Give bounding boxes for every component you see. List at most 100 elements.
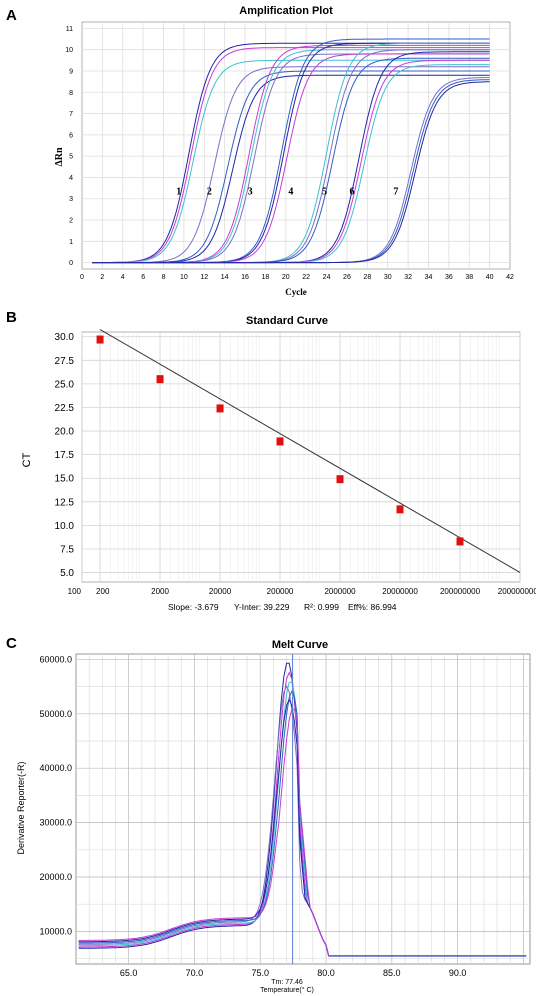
panel-b: B Standard Curve 100 200 2000 20000 200000 20… (6, 309, 536, 612)
standard-curve-point (336, 475, 344, 484)
panel-a-x-tick-label: 26 (343, 274, 351, 281)
panel-b-points (96, 335, 464, 546)
panel-b-y-tick-label: 22.5 (55, 403, 75, 414)
panel-c-y-tick-label: 50000.0 (39, 709, 72, 719)
panel-c-y-tick-label: 30000.0 (39, 818, 72, 828)
panel-c-x-ticks: 65.0 70.0 75.0 80.0 85.0 90.0 (120, 968, 467, 978)
panel-a-x-tick-label: 4 (121, 274, 125, 281)
panel-b-y-tick-label: 30.0 (55, 332, 75, 343)
panel-a-y-tick-label: 6 (69, 132, 73, 139)
panel-a-y-tick-label: 7 (69, 111, 73, 118)
panel-a-x-tick-label: 14 (221, 274, 229, 281)
curve-label-2: 2 (207, 186, 212, 197)
panel-b-y-tick-label: 25.0 (55, 379, 75, 390)
panel-a-x-tick-label: 6 (141, 274, 145, 281)
curve-label-7: 7 (393, 186, 398, 197)
panel-b-x-tick-label: 100 (68, 587, 82, 596)
panel-c-plot-area (75, 653, 531, 965)
panel-b-x-ticks: 100 200 2000 20000 200000 2000000 20000000 2000… (68, 587, 536, 596)
panel-c-x-tick-label: 75.0 (251, 968, 269, 978)
panel-a-x-tick-label: 22 (302, 274, 310, 281)
panel-a-y-tick-label: 11 (66, 26, 73, 33)
panel-b-y-tick-label: 10.0 (55, 521, 75, 532)
panel-a-curve-labels: 1 2 3 4 5 6 7 (176, 186, 398, 197)
panel-b-y-tick-label: 12.5 (55, 497, 75, 508)
panel-a-y-tick-label: 2 (69, 218, 73, 225)
panel-b-plot-area (81, 331, 521, 583)
panel-a-x-tick-label: 28 (363, 274, 371, 281)
panel-a-x-tick-label: 30 (384, 274, 392, 281)
panel-c-y-tick-label: 40000.0 (39, 763, 72, 773)
panel-c-x-tick-label: 65.0 (120, 968, 138, 978)
panel-b-x-tick-label: 200000000 (440, 587, 481, 596)
panel-a-gridlines (82, 22, 510, 269)
panel-b-y-label: CT (21, 452, 33, 467)
panel-c-tm-label: Tm: 77.46 (271, 979, 303, 986)
standard-curve-point (456, 537, 464, 546)
panel-a-letter: A (6, 7, 17, 24)
panel-b-efficiency: Eff%: 86.994 (348, 602, 397, 612)
panel-b-x-tick-label: 200 (96, 587, 110, 596)
panel-b-letter: B (6, 309, 17, 326)
curve-label-4: 4 (288, 186, 293, 197)
panel-a: A Amplification Plot 0 2 4 6 8 10 12 14 16 18 20 22… (6, 5, 514, 297)
panel-b-y-ticks: 5.0 7.5 10.0 12.5 15.0 17.5 20.0 22.5 25.0 27.5 30… (55, 332, 75, 579)
melt-curve (78, 708, 527, 956)
panel-a-curves (92, 38, 490, 264)
panel-c-y-tick-label: 60000.0 (39, 654, 72, 664)
panel-a-x-tick-label: 42 (506, 274, 514, 281)
panel-a-x-tick-label: 12 (200, 274, 208, 281)
panel-a-title: Amplification Plot (239, 5, 333, 17)
panel-c-y-ticks: 10000.0 20000.0 30000.0 40000.0 50000.0 60000… (39, 654, 72, 936)
panel-a-y-tick-label: 0 (69, 260, 73, 267)
panel-b-y-tick-label: 27.5 (55, 356, 75, 367)
panel-a-x-tick-label: 16 (241, 274, 249, 281)
curve-label-3: 3 (248, 186, 253, 197)
panel-a-plot-area (81, 21, 511, 270)
panel-a-x-tick-label: 2 (100, 274, 104, 281)
standard-curve-point (396, 505, 404, 514)
panel-a-y-ticks: 0 1 2 3 4 5 6 7 8 9 10 11 (65, 26, 73, 267)
standard-curve-point (156, 375, 164, 384)
panel-b-y-intercept: Y-Inter: 39.229 (234, 602, 290, 612)
panel-a-y-tick-label: 5 (69, 154, 73, 161)
panel-b-x-tick-label: 2000000 (324, 587, 356, 596)
panel-a-x-tick-label: 18 (262, 274, 270, 281)
panel-c-x-label: Temperature(° C) (260, 986, 314, 994)
panel-a-y-tick-label: 1 (69, 239, 73, 246)
curve-label-1: 1 (176, 186, 181, 197)
standard-curve-point (216, 404, 224, 413)
panel-c-y-tick-label: 20000.0 (39, 872, 72, 882)
amplification-curve-7 (92, 81, 490, 264)
panel-a-y-tick-label: 3 (69, 196, 73, 203)
panel-b-title: Standard Curve (246, 315, 328, 327)
curve-label-5: 5 (322, 186, 327, 197)
panel-b-y-tick-label: 7.5 (60, 544, 74, 555)
panel-b-x-tick-label: 20000 (209, 587, 232, 596)
standard-curve-point (276, 437, 284, 446)
curve-label-6: 6 (350, 186, 355, 197)
panel-c-title: Melt Curve (272, 639, 328, 651)
panel-b-fit-line (99, 329, 521, 573)
panel-b-y-tick-label: 17.5 (55, 450, 75, 461)
panel-a-y-label: ΔRn (54, 147, 65, 166)
amplification-curve-1 (92, 47, 490, 264)
panel-b-y-tick-label: 5.0 (60, 568, 74, 579)
panel-c-y-label: Derivative Reporter(-R) (16, 761, 26, 854)
panel-a-x-tick-label: 34 (425, 274, 433, 281)
panel-b-x-tick-label: 200000 (267, 587, 294, 596)
panel-c: C Melt Curve 65.0 70.0 75.0 80.0 85.0 90.0 10… (6, 635, 531, 994)
panel-a-y-tick-label: 9 (69, 68, 73, 75)
panel-c-curves (78, 662, 527, 957)
panel-a-y-tick-label: 10 (65, 47, 73, 54)
panel-a-x-tick-label: 32 (404, 274, 412, 281)
panel-a-x-tick-label: 0 (80, 274, 84, 281)
panel-a-x-tick-label: 24 (323, 274, 331, 281)
panel-b-y-tick-label: 15.0 (55, 474, 75, 485)
panel-a-y-tick-label: 8 (69, 90, 73, 97)
panel-b-x-tick-label: 2000 (151, 587, 169, 596)
standard-curve-fit-line (99, 329, 521, 573)
panel-b-x-tick-label: 2000000000 (498, 587, 536, 596)
standard-curve-point (96, 335, 104, 344)
panel-a-x-tick-label: 8 (162, 274, 166, 281)
